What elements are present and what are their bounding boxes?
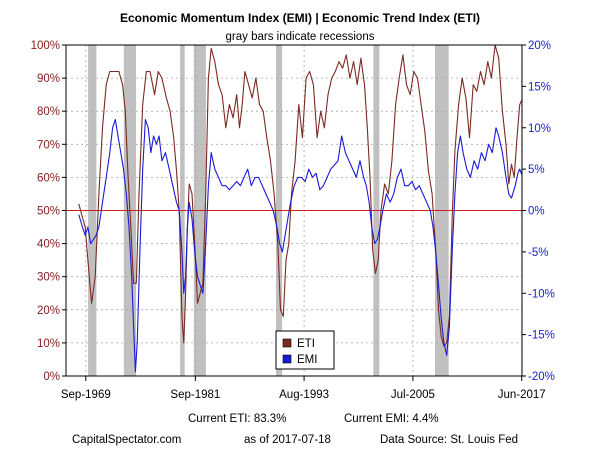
x-tick-label-0: Sep-1969 [61,389,111,401]
left-tick-label-5: 50% [37,206,60,218]
left-tick-label-9: 90% [37,73,60,85]
right-tick-label-6: 10% [528,123,551,135]
legend-label-emi: EMI [297,354,317,366]
legend-swatch-eti [282,338,292,348]
x-tick-label-3: Jul-2005 [391,389,435,401]
right-tick-label-7: 15% [528,81,551,93]
right-axis: -20% -15% -10% -5% 0% 5% 10% 15% 20% [522,40,555,383]
legend-swatch-emi [282,354,292,364]
left-tick-label-3: 30% [37,272,60,284]
right-tick-label-4: 0% [528,206,545,218]
legend-box [275,330,335,370]
x-tick-label-1: Sep-1981 [170,389,220,401]
left-tick-label-6: 60% [37,172,60,184]
legend: ETI EMI [275,330,335,370]
right-tick-label-0: -20% [528,371,555,383]
chart-title: Economic Momentum Index (EMI) | Economic… [120,11,480,25]
left-tick-label-7: 70% [37,139,60,151]
left-axis: 0% 10% 20% 30% 40% 50% 60% 70% 80% 90% 100% [31,40,66,383]
right-tick-label-5: 5% [528,164,545,176]
right-tick-label-8: 20% [528,40,551,52]
right-tick-label-2: -10% [528,288,555,300]
series-line-eti [78,44,523,347]
current-eti: Current ETI: 83.3% [188,413,286,425]
as-of-date: as of 2017-07-18 [244,434,331,446]
right-tick-label-1: -15% [528,330,555,342]
left-tick-label-1: 10% [37,338,60,350]
x-tick-label-4: Jun-2017 [498,389,546,401]
left-tick-label-2: 20% [37,305,60,317]
left-tick-label-0: 0% [43,371,60,383]
left-tick-label-8: 80% [37,106,60,118]
left-tick-label-4: 40% [37,239,60,251]
current-emi: Current EMI: 4.4% [344,413,439,425]
chart-subtitle: gray bars indicate recessions [226,31,375,43]
right-tick-label-3: -5% [528,247,548,259]
series-lines [78,44,523,373]
x-tick-label-2: Aug-1993 [279,389,329,401]
site-credit: CapitalSpectator.com [72,434,181,446]
data-source: Data Source: St. Louis Fed [380,434,518,446]
left-tick-label-10: 100% [31,40,60,52]
legend-label-eti: ETI [297,338,315,350]
series-line-emi [78,118,523,373]
x-axis: Sep-1969 Sep-1981 Aug-1993 Jul-2005 Jun-2017 [61,376,546,401]
